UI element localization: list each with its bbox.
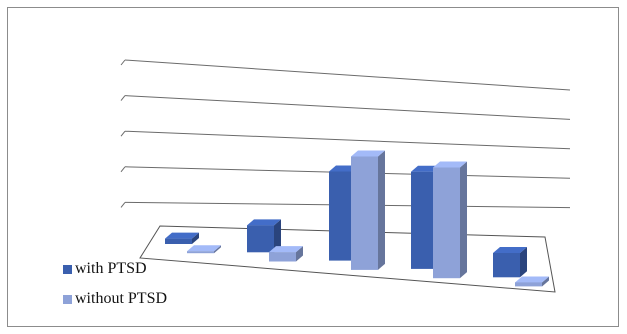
bar-side — [192, 232, 199, 244]
bar-side — [520, 246, 527, 278]
bar-front — [493, 253, 520, 278]
bar-top — [493, 246, 527, 253]
gridline-depth-tick-1 — [120, 202, 126, 208]
bars — [165, 150, 549, 287]
bar-top — [351, 150, 385, 157]
bar-side — [378, 150, 385, 270]
legend-label-without-ptsd: without PTSD — [75, 290, 168, 307]
bar-without-ptsd-2 — [351, 150, 385, 270]
bar-side — [460, 161, 467, 279]
bar-without-ptsd-1 — [269, 246, 303, 262]
bar-front — [187, 251, 214, 254]
gridline-3 — [124, 130, 571, 150]
gridline-5 — [124, 59, 571, 91]
legend-swatch-without-ptsd — [63, 294, 72, 304]
bar-front — [433, 167, 460, 279]
legend-swatch-with-ptsd — [63, 264, 72, 274]
gridline-depth-tick-2 — [120, 166, 126, 173]
gridline-depth-tick-4 — [120, 95, 126, 101]
legend-label-with-ptsd: with PTSD — [75, 260, 147, 277]
bar-front — [247, 225, 274, 253]
bar-top — [165, 232, 199, 239]
legend-item-with-ptsd: with PTSD — [63, 260, 147, 278]
gridline-depth-tick-3 — [120, 130, 126, 137]
bar-front — [515, 282, 542, 287]
bar-with-ptsd-0 — [165, 232, 199, 244]
bar-top — [247, 219, 281, 226]
bar-side — [214, 245, 221, 254]
bar-without-ptsd-3 — [433, 161, 467, 279]
bar-with-ptsd-4 — [493, 246, 527, 278]
bar-side — [274, 219, 281, 253]
bar-front — [269, 252, 296, 262]
gridline-4 — [124, 95, 571, 120]
bar-side — [542, 276, 549, 287]
bar-front — [165, 238, 192, 244]
bar-with-ptsd-1 — [247, 219, 281, 253]
bar-top — [269, 246, 303, 253]
gridlines — [120, 59, 571, 209]
gridline-depth-tick-5 — [120, 59, 126, 66]
bar-side — [296, 246, 303, 262]
bar-without-ptsd-0 — [187, 245, 221, 254]
bar-top — [515, 276, 549, 283]
legend-item-without-ptsd: without PTSD — [63, 290, 167, 308]
bar-front — [351, 156, 378, 270]
bar-top — [187, 245, 221, 252]
bar-top — [433, 161, 467, 168]
bar-without-ptsd-4 — [515, 276, 549, 287]
